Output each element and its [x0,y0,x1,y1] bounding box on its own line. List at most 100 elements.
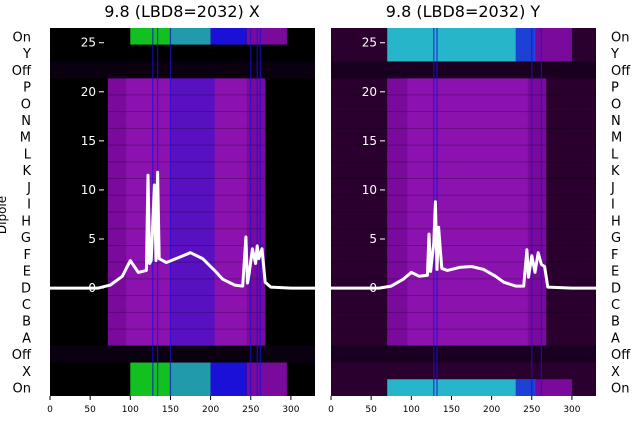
row-label: H [611,214,621,229]
row-label: N [21,114,31,129]
row-label: J [26,181,31,196]
x-tick-label: 300 [282,405,299,415]
top-on-y-rows-blue [515,28,536,62]
bottom-x-row [331,362,596,380]
row-label: Y [610,47,619,62]
x-tick-label: 0 [47,405,53,415]
off-row [331,345,596,363]
row-label: J [610,181,615,196]
row-label: X [22,365,31,380]
x-tick-label: 300 [563,405,580,415]
dipole-axis-label: Dipole [0,196,9,234]
x-tick-label: 150 [162,405,179,415]
row-label: A [22,331,31,346]
top-on-row-cyan [170,28,211,45]
bottom-x-on-rows-purple [246,362,287,396]
row-label: C [611,298,620,313]
row-label: X [611,365,620,380]
overlay-y-tick-label: 25 [362,36,377,50]
x-tick-label: 50 [365,405,377,415]
overlay-y-tick-label: 20 [81,85,96,99]
row-label: Off [611,64,631,79]
row-label: F [24,248,31,263]
left-heatmap-cells [50,28,315,396]
top-on-row-purple [246,28,287,45]
row-label: Off [611,348,631,363]
row-label: L [611,147,619,162]
x-tick-label: 150 [443,405,460,415]
row-label: H [21,214,31,229]
row-label: On [611,30,629,45]
off-row [331,61,596,79]
x-tick-label: 100 [122,405,139,415]
overlay-y-tick-label: 15 [362,134,377,148]
row-label: On [13,382,31,397]
right-overlay-trace [331,200,596,290]
row-label: Y [22,47,31,62]
row-label: O [21,97,31,112]
bottom-x-on-rows-dark [106,362,131,396]
row-label: E [611,265,619,280]
row-label: A [611,331,620,346]
top-on-y-rows-cyan [387,28,536,62]
dipole-band-core [407,78,528,346]
top-on-row-dark [106,28,131,45]
left-overlay-trace [50,170,315,290]
row-label: G [21,231,31,246]
x-tick-label: 250 [242,405,259,415]
left-panel-title: 9.8 (LBD8=2032) X [104,2,260,21]
overlay-y-tick-label: 10 [362,183,377,197]
row-label: Off [12,64,32,79]
x-tick-label: 200 [202,405,219,415]
bottom-on-row-cyan [387,379,536,396]
overlay-y-tick-label: 20 [362,85,377,99]
off-row [50,345,315,363]
off-row [50,61,315,79]
top-y-row [50,44,315,62]
x-tick-label: 250 [523,405,540,415]
row-label: On [611,382,629,397]
right-panel-title: 9.8 (LBD8=2032) Y [386,2,541,21]
row-label: P [611,81,619,96]
row-label: F [611,248,618,263]
bottom-on-row-blue [515,379,536,396]
overlay-y-tick-label: 15 [81,134,96,148]
right-heatmap-cells [331,28,596,396]
row-label: D [21,281,31,296]
row-label: Off [12,348,32,363]
row-label: O [611,97,621,112]
x-tick-label: 100 [403,405,420,415]
row-label: On [13,30,31,45]
overlay-y-tick-label: 10 [81,183,96,197]
bottom-on-row-purple [535,379,572,396]
row-label: M [611,131,622,146]
dipole-band-peak [170,78,215,346]
overlay-y-tick-label: 5 [369,232,377,246]
row-label: K [22,164,31,179]
top-on-row-blue [210,28,247,45]
row-label: D [611,281,621,296]
row-label: L [24,147,32,162]
row-label: E [23,265,31,280]
right-x-ticks: 0 50 100 150 200 250 300 [328,396,581,415]
row-label: B [611,315,620,330]
bottom-x-on-rows-cyan [170,362,211,396]
left-heatmap-panel: 0 5 10 15 20 25 0 50 100 150 200 250 300 [47,28,315,415]
row-label: C [22,298,31,313]
row-label: I [27,198,31,213]
bottom-x-on-rows-blue [210,362,247,396]
row-label: B [22,315,31,330]
x-tick-label: 0 [328,405,334,415]
x-tick-label: 50 [84,405,96,415]
left-x-ticks: 0 50 100 150 200 250 300 [47,396,300,415]
row-label: P [23,81,31,96]
row-label: I [611,198,615,213]
overlay-y-tick-label: 25 [81,36,96,50]
row-label: K [611,164,620,179]
x-tick-label: 200 [483,405,500,415]
right-heatmap-panel: 0 5 10 15 20 25 0 50 100 150 200 250 300 [328,28,596,415]
